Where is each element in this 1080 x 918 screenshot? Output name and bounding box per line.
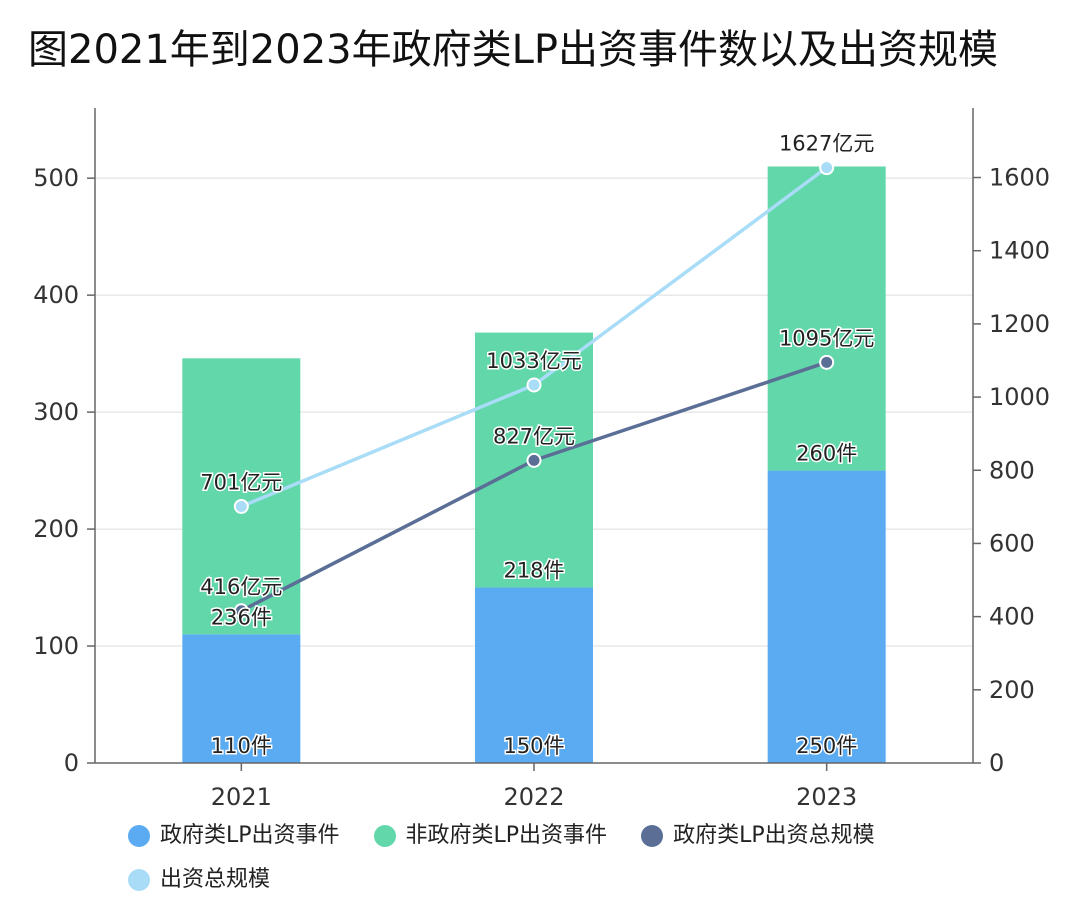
bar-non-government-2021 xyxy=(182,358,301,635)
legend-label: 非政府类LP出资事件 xyxy=(405,823,608,848)
line-value-label: 416亿元 xyxy=(200,575,282,599)
bar-government-2021 xyxy=(182,634,301,763)
legend-swatch xyxy=(128,825,150,847)
y-right-tick-label: 0 xyxy=(989,749,1004,777)
line-point xyxy=(819,354,835,370)
lines xyxy=(233,160,835,619)
bar-value-label: 250件 xyxy=(796,734,857,758)
y-right-tick-label: 1200 xyxy=(989,310,1050,338)
y-right-tick-label: 600 xyxy=(989,529,1035,557)
y-left-tick-label: 0 xyxy=(64,749,79,777)
legend-item[interactable]: 出资总规模 xyxy=(128,864,270,896)
line-point xyxy=(233,603,249,619)
legend-swatch xyxy=(373,825,396,847)
x-tick-label: 2023 xyxy=(796,783,857,811)
legend-label: 政府类LP出资总规模 xyxy=(673,823,875,848)
bar-value-label: 260件 xyxy=(796,442,857,466)
y-left-tick-label: 400 xyxy=(33,281,79,309)
legend-item[interactable]: 非政府类LP出资事件 xyxy=(373,820,608,852)
y-left-tick-label: 100 xyxy=(33,632,79,660)
y-right-tick-label: 400 xyxy=(989,603,1035,631)
y-right-tick-label: 200 xyxy=(989,676,1035,704)
legend-swatch xyxy=(128,869,150,891)
y-left-tick-label: 500 xyxy=(33,164,79,192)
y-right-tick-label: 800 xyxy=(989,456,1035,484)
bar-government-2023 xyxy=(767,470,886,763)
bar-non-government-2023 xyxy=(767,166,886,471)
x-tick-label: 2022 xyxy=(503,783,564,811)
line-value-label: 1095亿元 xyxy=(779,326,874,350)
bar-value-label: 236件 xyxy=(211,605,272,629)
y-right-tick-label: 1000 xyxy=(989,383,1050,411)
x-tick-label: 2021 xyxy=(211,783,272,811)
bars xyxy=(182,166,886,763)
y-right-tick-label: 1600 xyxy=(989,164,1050,192)
data-labels: 110件 236件 150件 218件 250件 260件 416亿元 827亿元 1095亿元… xyxy=(199,130,876,759)
legend-label: 出资总规模 xyxy=(160,867,271,892)
bar-value-label: 218件 xyxy=(503,559,564,583)
line-value-label: 1627亿元 xyxy=(779,132,874,156)
legend-swatch xyxy=(641,825,664,847)
y-left-tick-label: 200 xyxy=(33,515,79,543)
legend-item[interactable]: 政府类LP出资事件 xyxy=(128,820,340,852)
y-left-tick-label: 300 xyxy=(33,398,79,426)
y-right-tick-label: 1400 xyxy=(989,237,1050,265)
line-value-label: 701亿元 xyxy=(200,470,282,494)
legend-label: 政府类LP出资事件 xyxy=(160,823,340,848)
bar-government-2022 xyxy=(475,587,593,763)
bar-value-label: 110件 xyxy=(211,734,272,758)
axes: 0 100 200 300 400 500 0 200 400 600 800 1000 1200 140… xyxy=(33,108,1050,811)
chart-title: 图2021年到2023年政府类LP出资事件数以及出资规模 xyxy=(28,27,998,73)
line-point xyxy=(526,377,542,393)
bar-value-label: 150件 xyxy=(503,734,564,758)
line-value-label: 1033亿元 xyxy=(486,349,581,373)
legend: 政府类LP出资事件 非政府类LP出资事件 政府类LP出资总规模出资总规模 xyxy=(128,820,1028,896)
line-point xyxy=(819,160,835,176)
line-point xyxy=(233,498,249,514)
line-value-label: 827亿元 xyxy=(493,424,575,448)
line-point xyxy=(526,452,542,468)
legend-item[interactable]: 政府类LP出资总规模 xyxy=(641,820,875,852)
